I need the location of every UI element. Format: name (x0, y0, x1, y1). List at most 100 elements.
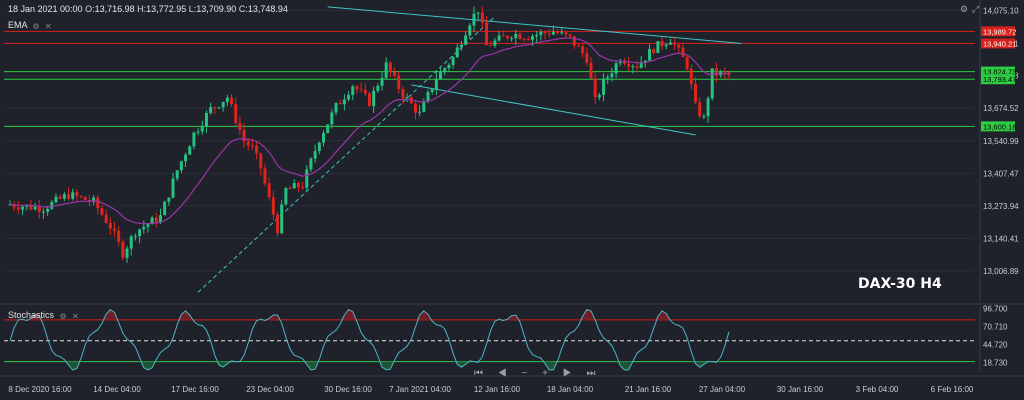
candle-body (539, 32, 543, 35)
candle-body (597, 94, 601, 98)
first-icon[interactable]: ⏮ (474, 368, 489, 379)
candle-body (702, 116, 706, 118)
candle-body (167, 197, 171, 202)
last-icon[interactable]: ⏭ (586, 368, 602, 379)
candle-body (276, 214, 280, 234)
settings-icon[interactable]: ⚙ (32, 22, 40, 32)
candle-body (622, 62, 626, 64)
candle-body (660, 41, 664, 47)
candle-body (204, 112, 208, 127)
y-tick-label: 13,540.99 (983, 137, 1019, 146)
candle-body (689, 69, 693, 84)
x-tick-label: 23 Dec 04:00 (246, 385, 294, 394)
candle-body (606, 77, 610, 79)
settings-icon[interactable]: ⚙ (59, 312, 67, 322)
candle-body (618, 62, 622, 64)
stoch-tick-label: 18.730 (983, 358, 1008, 367)
high-value: 13,772.95 (146, 4, 187, 14)
candle-body (322, 132, 325, 143)
candle-body (79, 196, 83, 198)
candle-body (301, 187, 305, 189)
candle-body (531, 36, 534, 40)
ema-label: EMA (8, 20, 28, 30)
close-value: 13,748.94 (247, 4, 288, 14)
stochastics-label: Stochastics (8, 310, 55, 320)
candle-body (213, 107, 217, 109)
candle-body (117, 230, 121, 242)
low-value: 13,709.90 (196, 4, 237, 14)
zoom-in-icon[interactable]: + (542, 368, 554, 379)
x-tick-label: 8 Dec 2020 16:00 (8, 385, 72, 394)
candle-body (610, 73, 614, 78)
candle-body (21, 206, 25, 210)
candle-body (384, 62, 388, 78)
candle-body (142, 226, 146, 230)
candle-body (288, 188, 292, 190)
candle-body (372, 90, 376, 107)
candle-body (284, 188, 288, 205)
candle-body (514, 33, 518, 39)
candle-body (351, 86, 355, 95)
candle-body (255, 145, 259, 154)
candle-body (501, 35, 505, 37)
candle-body (572, 36, 576, 46)
expand-icon[interactable]: ⤢ (972, 4, 980, 14)
candle-body (564, 32, 568, 35)
stochastics-indicator-label[interactable]: Stochastics ⚙ ✕ (8, 310, 79, 322)
candle-body (41, 211, 45, 213)
price-tag (981, 26, 1015, 37)
candle-body (535, 34, 539, 37)
candle-body (355, 86, 359, 90)
candle-body (380, 77, 384, 86)
next-icon[interactable]: ▶ (562, 368, 578, 379)
price-tag (981, 38, 1015, 49)
candle-body (83, 196, 87, 201)
candle-body (129, 236, 133, 249)
stoch-tick-label: 70.710 (983, 322, 1008, 331)
close-icon[interactable]: ✕ (72, 312, 79, 322)
candle-body (242, 130, 246, 142)
navigation-bar: ⏮ ◀ − + ▶ ⏭ (474, 368, 601, 379)
x-tick-label: 17 Dec 16:00 (171, 385, 219, 394)
high-label: H: (137, 4, 147, 14)
open-label: O: (85, 4, 95, 14)
zoom-out-icon[interactable]: − (521, 368, 534, 379)
price-tag-label: 13,824.73 (983, 68, 1016, 77)
candle-body (476, 12, 480, 14)
settings-icon[interactable]: ⚙ (960, 4, 969, 14)
candle-body (710, 68, 714, 99)
candle-body (217, 107, 221, 109)
candle-body (714, 68, 718, 76)
x-tick-label: 12 Jan 16:00 (474, 385, 521, 394)
candle-body (673, 42, 677, 45)
close-icon[interactable]: ✕ (45, 22, 52, 32)
candle-body (677, 44, 681, 48)
candle-body (113, 228, 116, 231)
stoch-line (9, 308, 730, 371)
candle-body (62, 194, 66, 199)
low-label: L: (188, 4, 197, 14)
candle-body (71, 192, 75, 199)
candle-body (138, 229, 142, 237)
close-label: C: (238, 4, 248, 14)
x-tick-label: 30 Jan 16:00 (777, 385, 824, 394)
candle-body (154, 217, 158, 223)
candle-body (388, 62, 392, 72)
ema-indicator-label[interactable]: EMA ⚙ ✕ (8, 20, 52, 32)
prev-icon[interactable]: ◀ (497, 368, 513, 379)
candle-body (551, 31, 555, 35)
candle-body (668, 42, 672, 45)
candle-body (150, 217, 154, 225)
price-tag-label: 13,989.72 (983, 27, 1016, 36)
candle-body (706, 98, 710, 117)
x-tick-label: 7 Jan 2021 04:00 (389, 385, 451, 394)
candle-body (108, 222, 112, 229)
candle-body (292, 182, 296, 189)
header-date: 18 Jan 2021 00:00 (8, 4, 83, 14)
candle-body (464, 35, 468, 45)
candle-body (37, 206, 41, 212)
candle-body (522, 38, 526, 40)
candle-body (54, 196, 58, 202)
candle-body (698, 102, 702, 117)
